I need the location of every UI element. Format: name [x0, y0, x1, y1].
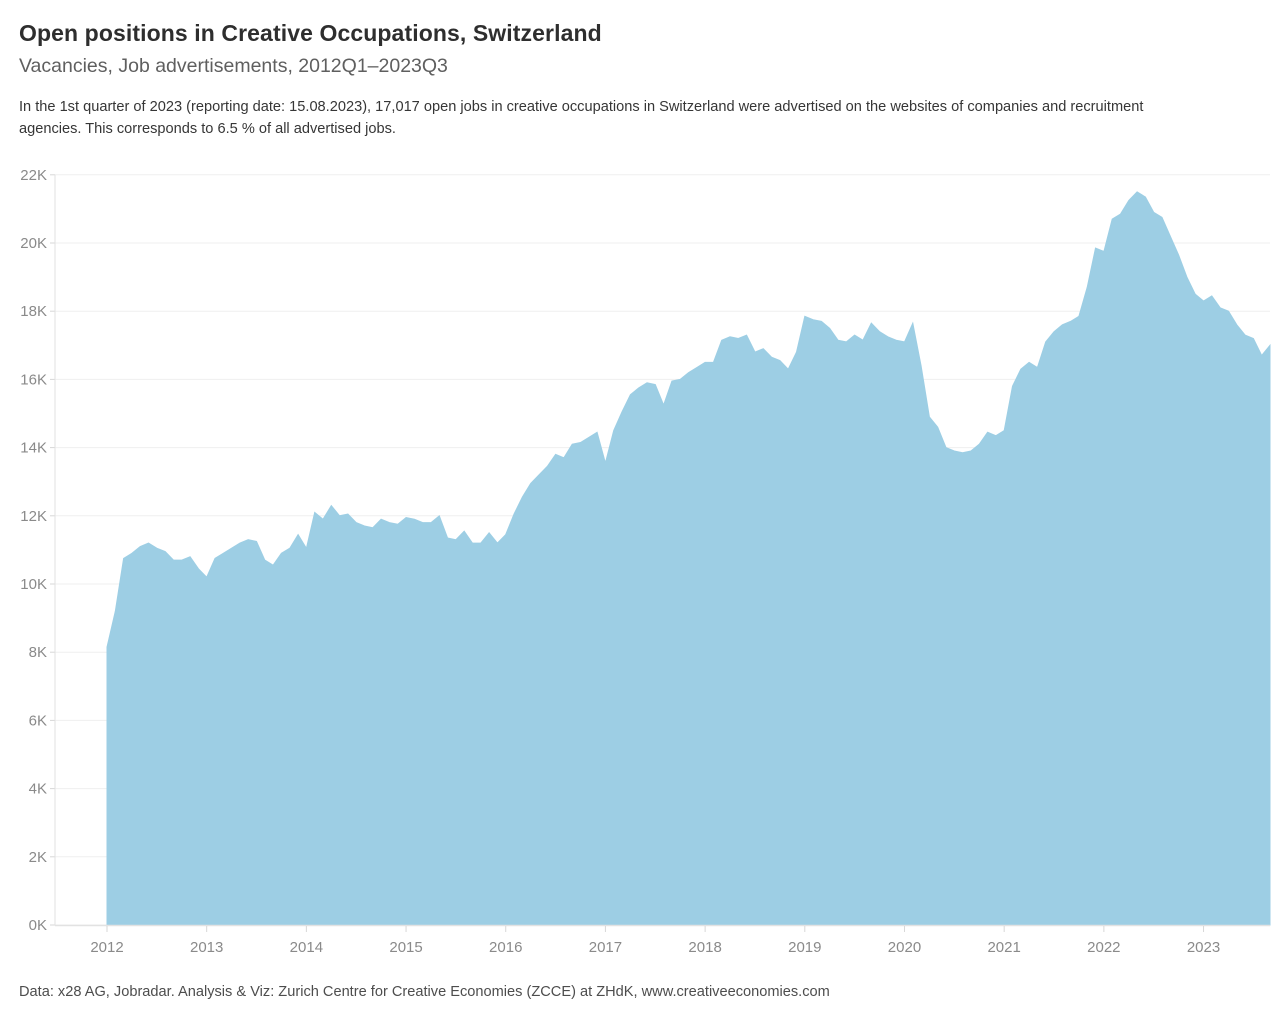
x-axis-label: 2016: [489, 939, 522, 956]
x-axis-label: 2022: [1087, 939, 1120, 956]
y-axis-label: 12K: [20, 508, 47, 525]
y-axis-label: 10K: [20, 576, 47, 593]
source-attribution: Data: x28 AG, Jobradar. Analysis & Viz: …: [19, 984, 830, 1000]
x-axis-label: 2014: [290, 939, 323, 956]
chart-description: In the 1st quarter of 2023 (reporting da…: [19, 99, 1144, 137]
y-axis-label: 16K: [20, 371, 47, 388]
page-subtitle: Vacancies, Job advertisements, 2012Q1–20…: [19, 55, 448, 77]
page-title: Open positions in Creative Occupations, …: [19, 20, 602, 46]
y-axis-label: 14K: [20, 440, 47, 457]
x-axis-label: 2020: [888, 939, 921, 956]
y-axis-label: 2K: [29, 849, 47, 866]
area-series: [106, 191, 1271, 926]
x-axis-label: 2019: [788, 939, 821, 956]
x-axis-label: 2021: [987, 939, 1020, 956]
x-axis-label: 2013: [190, 939, 223, 956]
x-axis-label: 2017: [589, 939, 622, 956]
y-axis-label: 0K: [29, 917, 47, 934]
y-axis-label: 20K: [20, 235, 47, 252]
x-axis-label: 2015: [389, 939, 422, 956]
x-axis-label: 2018: [688, 939, 721, 956]
y-axis-label: 22K: [20, 167, 47, 184]
y-axis-label: 8K: [29, 644, 47, 661]
y-axis-label: 4K: [29, 781, 47, 798]
x-axis-label: 2012: [90, 939, 123, 956]
y-axis-label: 6K: [29, 712, 47, 729]
x-axis-label: 2023: [1187, 939, 1220, 956]
y-axis-label: 18K: [20, 303, 47, 320]
